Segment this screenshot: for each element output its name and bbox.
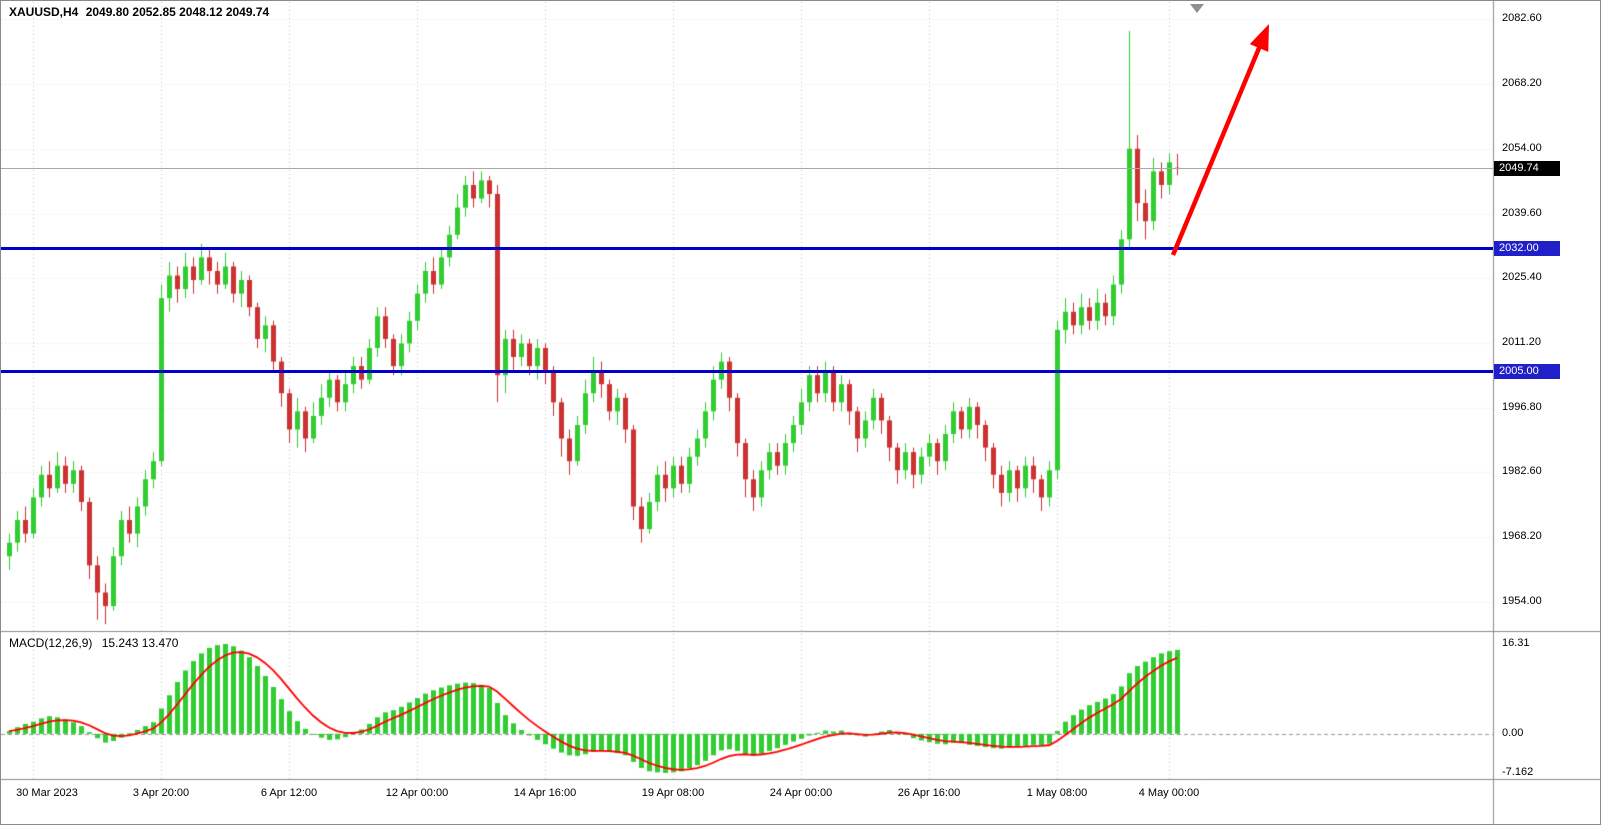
current-price-badge: 2049.74 (1494, 161, 1560, 176)
support-level-line[interactable] (1, 370, 1493, 373)
price-tick-label: 1954.00 (1502, 595, 1542, 607)
macd-tick-label: -7.162 (1502, 766, 1534, 778)
price-tick-label: 1982.60 (1502, 465, 1542, 477)
price-tick-label: 2068.20 (1502, 77, 1542, 89)
time-tick-label: 1 May 08:00 (1026, 787, 1088, 799)
price-tick-label: 2054.00 (1502, 142, 1542, 154)
price-tick-label: 1996.80 (1502, 401, 1542, 413)
macd-title: MACD(12,26,9) (9, 636, 93, 650)
time-tick-label: 30 Mar 2023 (16, 787, 78, 799)
time-tick-label: 12 Apr 00:00 (385, 787, 449, 799)
time-tick-label: 3 Apr 20:00 (132, 787, 190, 799)
price-axis[interactable]: 2082.60 2068.20 2054.00 2039.60 2025.40 2011.… (1494, 1, 1600, 631)
resistance-level-line[interactable] (1, 247, 1493, 250)
symbol-timeframe-label: XAUUSD,H4 (9, 5, 79, 19)
time-tick-label: 6 Apr 12:00 (260, 787, 318, 799)
time-tick-label: 19 Apr 08:00 (641, 787, 705, 799)
support-price-badge: 2005.00 (1494, 364, 1560, 379)
time-tick-label: 4 May 00:00 (1138, 787, 1200, 799)
macd-tick-label: 0.00 (1502, 727, 1524, 739)
price-tick-label: 2011.20 (1502, 336, 1541, 348)
macd-axis[interactable]: 16.31 0.00 -7.162 (1494, 633, 1600, 779)
macd-tick-label: 16.31 (1502, 637, 1530, 649)
time-tick-label: 14 Apr 16:00 (513, 787, 577, 799)
price-tick-label: 1968.20 (1502, 530, 1542, 542)
ohlc-values: 2049.80 2052.85 2048.12 2049.74 (85, 5, 270, 19)
time-axis[interactable]: 30 Mar 2023 3 Apr 20:00 6 Apr 12:00 12 Apr … (1, 780, 1600, 824)
macd-indicator-label: MACD(12,26,9) 15.243 13.470 (9, 636, 184, 650)
resistance-price-badge: 2032.00 (1494, 241, 1560, 256)
current-price-line (1, 168, 1493, 169)
time-tick-label: 26 Apr 16:00 (897, 787, 961, 799)
price-tick-label: 2025.40 (1502, 271, 1542, 283)
chart-shift-marker[interactable] (1190, 4, 1204, 13)
price-tick-label: 2039.60 (1502, 207, 1542, 219)
chart-ohlc-header: XAUUSD,H4 2049.80 2052.85 2048.12 2049.7… (9, 5, 273, 19)
time-tick-label: 24 Apr 00:00 (769, 787, 833, 799)
trend-arrow-annotation[interactable] (1157, 8, 1285, 271)
price-tick-label: 2082.60 (1502, 12, 1542, 24)
macd-values: 15.243 13.470 (101, 636, 179, 650)
